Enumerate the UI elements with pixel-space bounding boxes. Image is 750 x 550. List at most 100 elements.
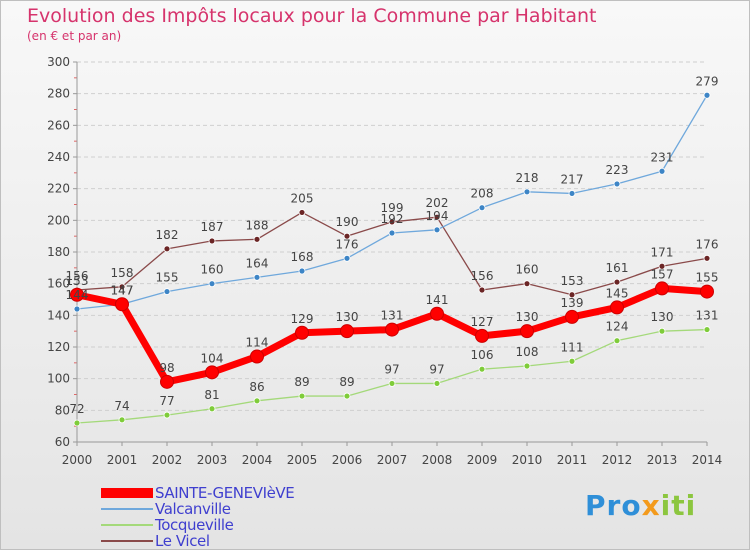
data-label: 187 [201, 220, 224, 234]
legend-item: Le Vicel [101, 532, 294, 550]
data-point [478, 204, 486, 212]
data-label: 114 [246, 336, 269, 350]
data-label: 147 [111, 283, 134, 297]
data-label: 164 [246, 256, 269, 270]
data-point [250, 349, 264, 364]
data-label: 139 [561, 296, 584, 310]
y-tick-label: 240 [47, 150, 70, 164]
data-point [523, 362, 531, 370]
data-label: 231 [651, 150, 674, 164]
data-label: 81 [204, 388, 219, 402]
data-label: 111 [561, 340, 584, 354]
x-tick-label: 2008 [422, 453, 453, 467]
data-label: 127 [471, 315, 494, 329]
data-label: 155 [696, 271, 719, 285]
data-label: 176 [696, 237, 719, 251]
data-label: 108 [516, 345, 539, 359]
data-point [610, 300, 624, 315]
data-point [613, 337, 621, 345]
x-tick-label: 2000 [62, 453, 93, 467]
data-point [568, 357, 576, 365]
x-tick-label: 2005 [287, 453, 318, 467]
data-label: 190 [336, 215, 359, 229]
legend: SAINTE-GENEVIèVE Valcanville Tocqueville Le… [101, 484, 295, 550]
data-label: 72 [69, 402, 84, 416]
data-label: 104 [201, 351, 224, 365]
data-point [295, 325, 309, 340]
data-label: 202 [426, 196, 449, 210]
axes: 60 80 100 120 140 160 180 200 220 240 260 280 300 200… [47, 55, 722, 467]
data-point [433, 226, 441, 234]
data-label: 97 [384, 362, 399, 376]
data-label: 279 [696, 74, 719, 88]
legend-label: Valcanville [155, 500, 231, 518]
data-point [343, 254, 351, 262]
y-tick-label: 160 [47, 277, 70, 291]
x-tick-label: 2009 [467, 453, 498, 467]
y-tick-label: 220 [47, 182, 70, 196]
data-label: 129 [291, 312, 314, 326]
data-point [433, 380, 441, 387]
data-label: 131 [696, 309, 719, 323]
data-label: 168 [291, 250, 314, 264]
data-label: 171 [651, 245, 674, 259]
x-tick-label: 2006 [332, 453, 363, 467]
data-label: 217 [561, 172, 584, 186]
data-point [523, 280, 531, 288]
x-tick-label: 2014 [692, 453, 723, 467]
data-label: 89 [294, 375, 309, 389]
data-point [565, 309, 579, 324]
chart-subtitle: (en € et par an) [27, 29, 122, 43]
data-label: 147 [111, 283, 134, 297]
data-label: 160 [516, 263, 539, 277]
data-label: 158 [111, 266, 134, 280]
data-label: 160 [201, 263, 224, 277]
data-point [343, 392, 351, 400]
data-point [703, 254, 711, 262]
data-point [160, 374, 174, 389]
x-tick-label: 2002 [152, 453, 183, 467]
data-point [658, 327, 666, 335]
data-label: 130 [651, 310, 674, 324]
data-point [163, 245, 171, 253]
data-point [613, 180, 621, 188]
data-point [475, 328, 489, 343]
legend-item: SAINTE-GENEVIèVE [101, 484, 295, 502]
data-point [73, 419, 81, 427]
proxiti-logo: Proxiti [585, 489, 697, 522]
data-point [658, 262, 666, 270]
data-label: 223 [606, 163, 629, 177]
data-point [388, 229, 396, 237]
x-tick-label: 2012 [602, 453, 633, 467]
data-point [208, 405, 216, 413]
data-point [433, 213, 441, 221]
data-label: 145 [606, 286, 629, 300]
x-tick-label: 2007 [377, 453, 408, 467]
y-tick-label: 120 [47, 340, 70, 354]
legend-label: Tocqueville [155, 516, 234, 534]
x-tick-label: 2004 [242, 453, 273, 467]
legend-item: Valcanville [101, 500, 294, 518]
data-point [115, 297, 129, 312]
data-label: 188 [246, 218, 269, 232]
data-point [118, 283, 126, 291]
data-label: 192 [381, 212, 404, 226]
x-tick-label: 2010 [512, 453, 543, 467]
series-0 [70, 281, 714, 389]
data-point [118, 416, 126, 424]
data-point [253, 235, 261, 243]
data-label: 97 [429, 362, 444, 376]
data-label: 98 [159, 361, 174, 375]
data-point [298, 209, 306, 216]
data-label: 176 [336, 237, 359, 251]
data-point [700, 284, 714, 299]
data-point [388, 380, 396, 387]
legend-swatch [101, 508, 153, 510]
y-tick-label: 300 [47, 55, 70, 69]
x-tick-label: 2001 [107, 453, 138, 467]
x-tick-label: 2013 [647, 453, 678, 467]
data-point [520, 324, 534, 339]
data-label: 74 [114, 399, 129, 413]
data-point [523, 188, 531, 196]
